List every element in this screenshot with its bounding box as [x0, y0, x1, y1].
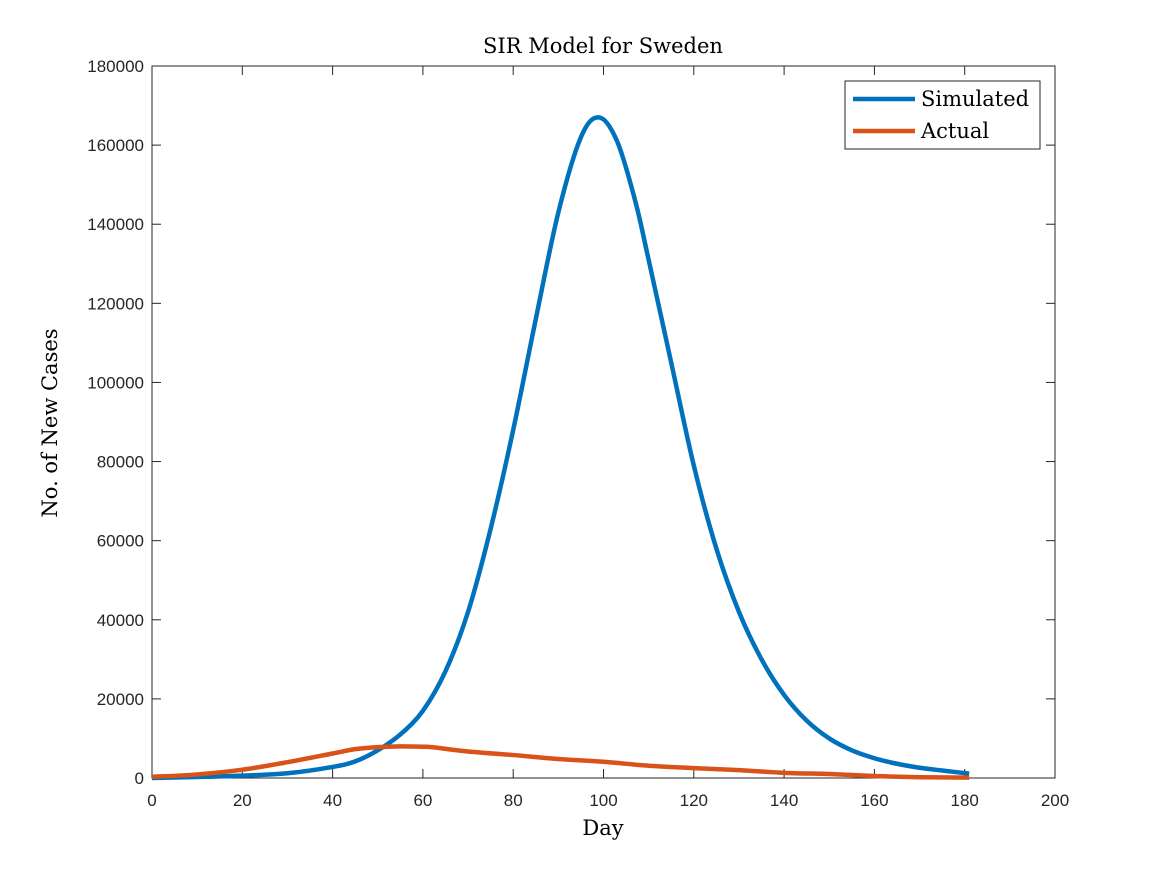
x-tick-label: 180: [951, 791, 979, 810]
x-tick-label: 120: [680, 791, 708, 810]
legend-label-simulated: Simulated: [921, 87, 1029, 111]
x-tick-label: 60: [413, 791, 432, 810]
x-axis-label: Day: [582, 816, 623, 840]
series-line-simulated: [151, 115, 970, 781]
axes: [151, 65, 1056, 779]
x-tick-label: 80: [504, 791, 523, 810]
y-tick-label: 20000: [97, 690, 144, 709]
y-tick-label: 60000: [97, 532, 144, 551]
x-tick-label: 20: [233, 791, 252, 810]
y-tick-label: 100000: [87, 373, 144, 392]
y-tick-label: 180000: [87, 57, 144, 76]
series-lines: [151, 115, 970, 781]
y-tick-label: 80000: [97, 453, 144, 472]
legend-label-actual: Actual: [920, 119, 989, 143]
series-line-actual: [151, 744, 970, 780]
y-tick-label: 120000: [87, 294, 144, 313]
y-axis-label: No. of New Cases: [38, 328, 62, 517]
x-tick-label: 40: [323, 791, 342, 810]
x-tick-label: 200: [1041, 791, 1069, 810]
x-tick-label: 160: [860, 791, 888, 810]
legend-box: [844, 80, 1041, 150]
y-tick-label: 40000: [97, 611, 144, 630]
y-tick-label: 0: [135, 769, 144, 788]
x-tick-label: 0: [147, 791, 156, 810]
plot-area-box: [151, 65, 1056, 779]
x-tick-label: 140: [770, 791, 798, 810]
y-tick-label: 140000: [87, 215, 144, 234]
legend: Simulated Actual: [844, 80, 1041, 150]
x-tick-label: 100: [589, 791, 617, 810]
y-tick-label: 160000: [87, 136, 144, 155]
chart-title: SIR Model for Sweden: [483, 34, 723, 58]
ticks: 0 20 40 60 80 100 120 140 160 180 200 0 20000 40000 60…: [87, 57, 1069, 810]
